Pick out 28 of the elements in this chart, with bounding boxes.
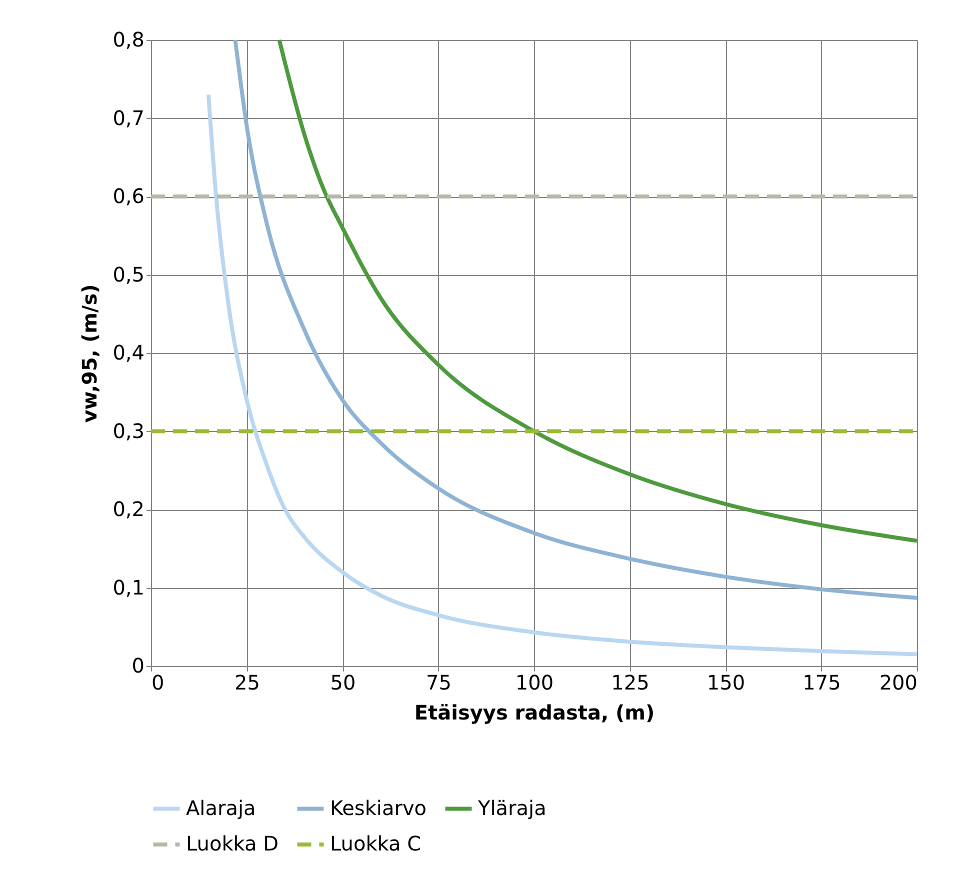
y-tick-label: 0,2 — [112, 497, 144, 521]
x-tick-label: 150 — [706, 670, 746, 694]
x-tick-label: 75 — [426, 670, 452, 694]
legend-label: Keskiarvo — [330, 796, 427, 820]
x-tick-label: 25 — [234, 670, 260, 694]
line-series — [233, 38, 919, 600]
x-tick-label: 50 — [330, 670, 356, 694]
line-series — [206, 92, 919, 656]
x-tick-label: 0 — [152, 670, 164, 694]
legend-label: Luokka D — [186, 832, 279, 856]
x-tick-label: 100 — [515, 670, 554, 694]
x-tick-label: 125 — [611, 670, 650, 694]
y-tick-label: 0,5 — [112, 262, 144, 286]
x-tick-label: 200 — [879, 670, 918, 694]
legend-label: Luokka C — [330, 832, 422, 856]
y-tick-label: 0,1 — [112, 575, 144, 600]
legend-label: Yläraja — [477, 796, 546, 820]
y-tick-label: 0,6 — [112, 184, 144, 208]
x-axis-title: Etäisyys radasta, (m) — [414, 700, 655, 724]
legend-label: Alaraja — [186, 796, 256, 820]
x-tick-label: 175 — [802, 670, 841, 694]
y-tick-label: 0,7 — [112, 106, 144, 130]
y-tick-label: 0,4 — [112, 340, 144, 364]
y-axis-title: vw,95, (m/s) — [78, 284, 102, 423]
line-series — [277, 38, 919, 543]
y-tick-label: 0 — [132, 654, 144, 678]
y-tick-label: 0,8 — [112, 28, 144, 52]
y-tick-label: 0,3 — [112, 418, 144, 443]
